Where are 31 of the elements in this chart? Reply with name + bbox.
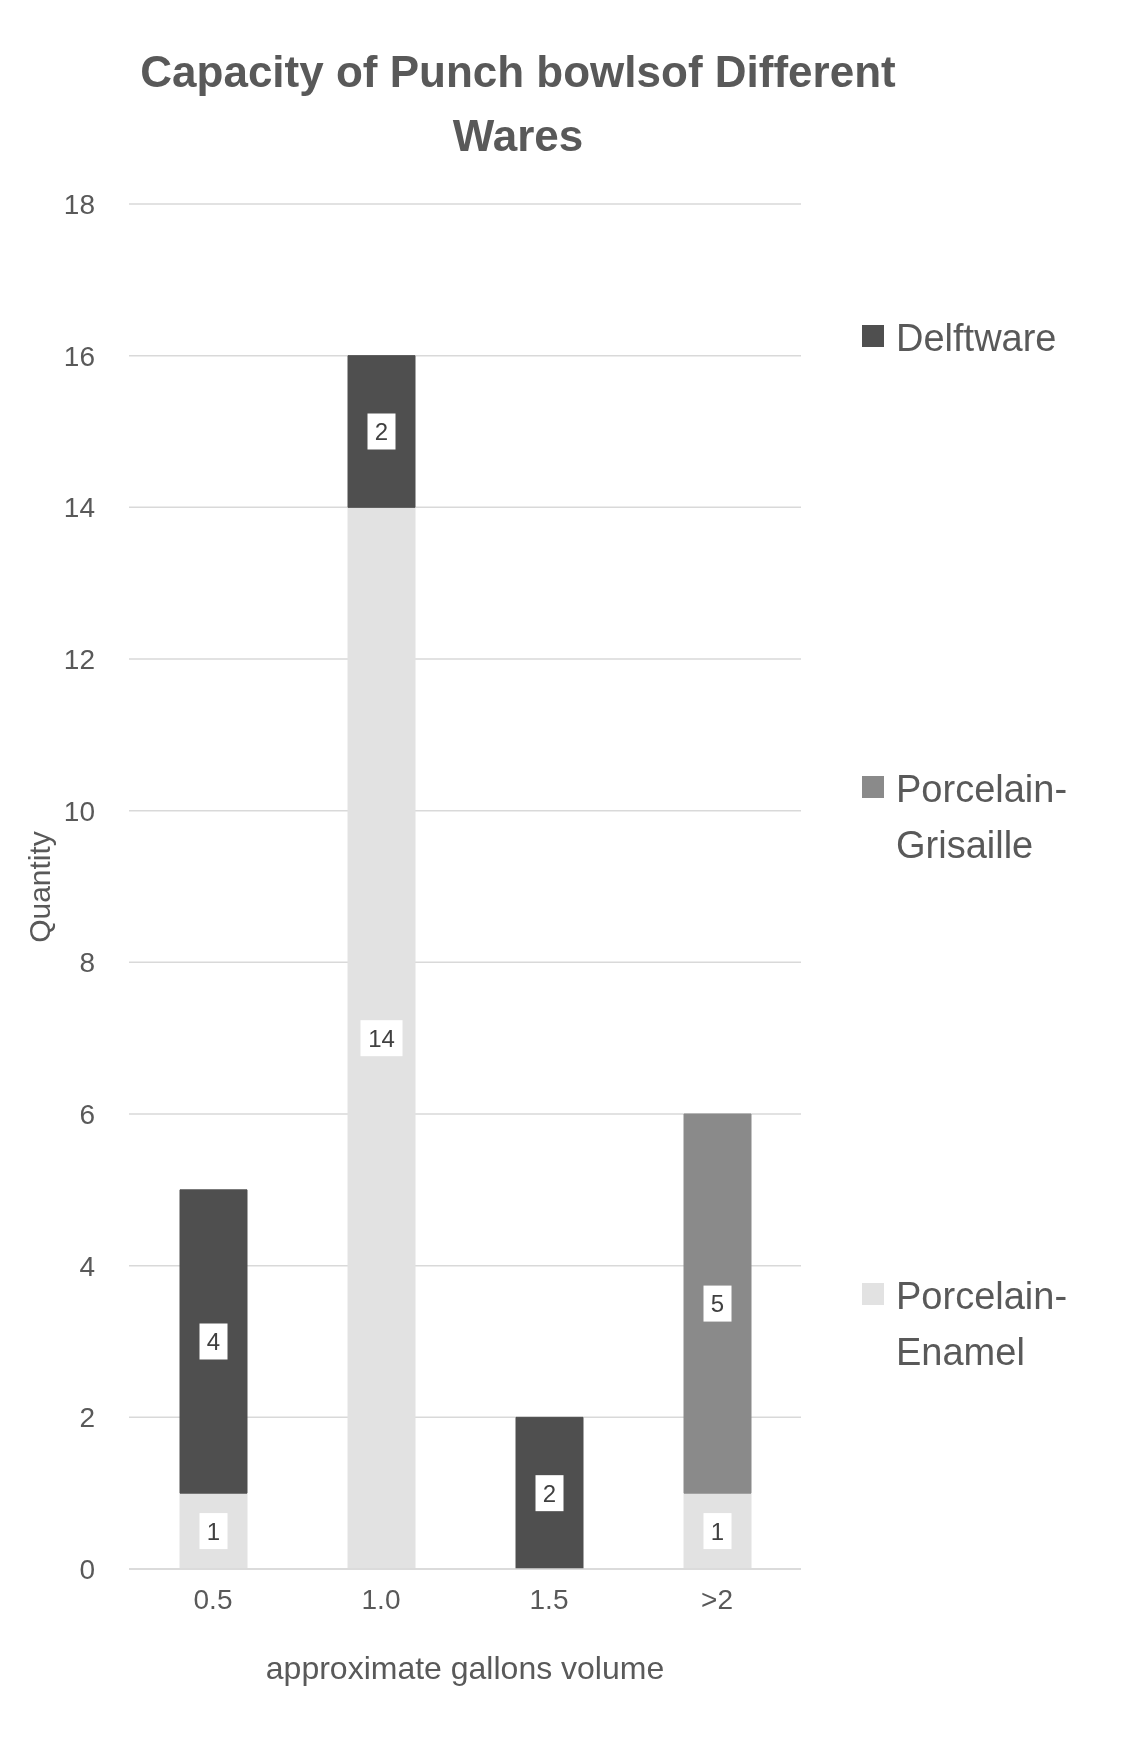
data-label: 2 <box>542 1479 557 1507</box>
bar <box>347 355 416 508</box>
data-label: 4 <box>206 1328 221 1355</box>
y-tick-label: 0 <box>79 1553 95 1585</box>
y-tick-label: 2 <box>79 1402 95 1434</box>
y-tick-label: 16 <box>63 340 95 372</box>
data-label: 1 <box>206 1517 221 1545</box>
x-axis-title: approximate gallons volume <box>264 1650 666 1687</box>
legend-label: Delftware <box>896 316 1058 361</box>
y-tick-label: 18 <box>63 188 95 220</box>
bar <box>683 1113 752 1494</box>
data-label: 2 <box>374 418 389 445</box>
bar <box>179 1189 248 1494</box>
data-label: 5 <box>710 1290 725 1318</box>
legend-label: Porcelain-Enamel <box>896 1274 1069 1375</box>
x-tick-label: 1.0 <box>361 1583 401 1615</box>
bar <box>515 1416 584 1569</box>
y-axis-title: Quantity <box>23 830 57 943</box>
y-tick-label: 14 <box>63 492 95 524</box>
legend-label: Porcelain-Grisaille <box>896 767 1069 868</box>
y-tick-label: 4 <box>79 1250 95 1282</box>
y-tick-label: 10 <box>63 795 95 827</box>
x-tick-label: 1.5 <box>529 1583 569 1615</box>
x-tick-label: 0.5 <box>193 1583 233 1615</box>
data-label: 14 <box>368 1024 395 1052</box>
chart-title: Capacity of Punch bowlsof Different Wares <box>139 46 897 162</box>
x-tick-label: >2 <box>701 1583 733 1615</box>
y-tick-label: 8 <box>79 947 95 979</box>
data-label: 1 <box>710 1517 725 1545</box>
y-tick-label: 12 <box>63 643 95 675</box>
y-tick-label: 6 <box>79 1098 95 1130</box>
